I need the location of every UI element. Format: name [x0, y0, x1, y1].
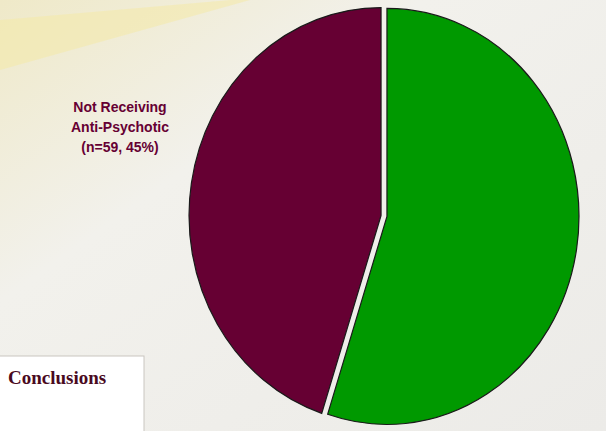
pie [189, 8, 579, 425]
pie-slice [189, 8, 381, 414]
annotation: Conclusions [8, 367, 106, 388]
annotation-box [0, 356, 144, 431]
background [0, 0, 606, 431]
slice-label: Not ReceivingAnti-Psychotic(n=59, 45%) [71, 99, 169, 155]
chart-canvas: Not ReceivingAnti-Psychotic(n=59, 45%) Co… [0, 0, 606, 431]
background-ruler [0, 0, 250, 70]
